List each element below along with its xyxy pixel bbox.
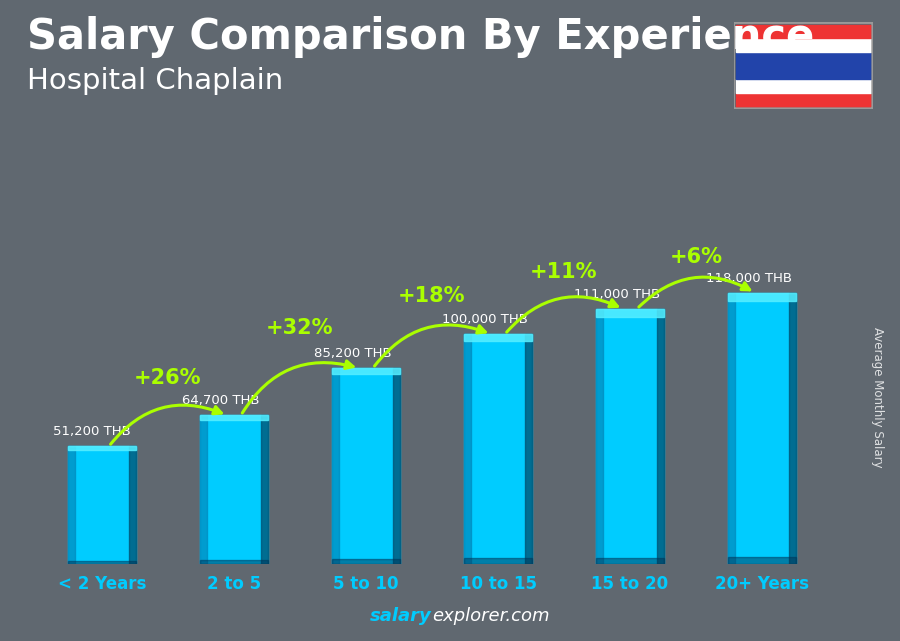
Text: +26%: +26% <box>134 368 202 388</box>
Text: 51,200 THB: 51,200 THB <box>52 426 130 438</box>
Text: explorer.com: explorer.com <box>432 607 550 625</box>
Polygon shape <box>200 415 268 420</box>
Polygon shape <box>728 557 796 564</box>
Text: 64,700 THB: 64,700 THB <box>182 394 259 407</box>
Text: salary: salary <box>370 607 432 625</box>
Polygon shape <box>332 368 400 374</box>
Polygon shape <box>526 334 532 564</box>
Polygon shape <box>789 293 796 564</box>
Polygon shape <box>464 334 532 341</box>
Polygon shape <box>596 309 664 564</box>
Polygon shape <box>393 368 400 564</box>
Polygon shape <box>68 446 136 564</box>
Polygon shape <box>200 415 206 564</box>
Polygon shape <box>68 561 136 564</box>
Polygon shape <box>332 368 400 564</box>
Text: +32%: +32% <box>266 318 334 338</box>
Text: +6%: +6% <box>670 247 723 267</box>
Bar <box>736 24 870 38</box>
Polygon shape <box>596 558 664 564</box>
Polygon shape <box>332 559 400 564</box>
Text: 85,200 THB: 85,200 THB <box>314 347 392 360</box>
Polygon shape <box>130 446 136 564</box>
Text: Average Monthly Salary: Average Monthly Salary <box>871 327 884 468</box>
Polygon shape <box>464 558 532 564</box>
Bar <box>736 52 870 79</box>
Polygon shape <box>200 560 268 564</box>
Text: 118,000 THB: 118,000 THB <box>706 272 792 285</box>
Polygon shape <box>596 309 602 564</box>
Polygon shape <box>464 334 471 564</box>
Polygon shape <box>728 293 734 564</box>
Text: +18%: +18% <box>398 286 466 306</box>
Polygon shape <box>262 415 268 564</box>
Text: Salary Comparison By Experience: Salary Comparison By Experience <box>27 16 814 58</box>
Polygon shape <box>464 334 532 564</box>
Text: Hospital Chaplain: Hospital Chaplain <box>27 67 284 96</box>
Polygon shape <box>658 309 664 564</box>
Bar <box>736 93 870 107</box>
Polygon shape <box>728 293 796 564</box>
Text: 100,000 THB: 100,000 THB <box>442 313 527 326</box>
Polygon shape <box>200 415 268 564</box>
Polygon shape <box>68 446 136 450</box>
Text: +11%: +11% <box>530 262 598 282</box>
Bar <box>736 38 870 52</box>
Polygon shape <box>68 446 75 564</box>
Text: 111,000 THB: 111,000 THB <box>573 288 660 301</box>
Polygon shape <box>332 368 338 564</box>
Bar <box>736 79 870 93</box>
Polygon shape <box>728 293 796 301</box>
Polygon shape <box>596 309 664 317</box>
